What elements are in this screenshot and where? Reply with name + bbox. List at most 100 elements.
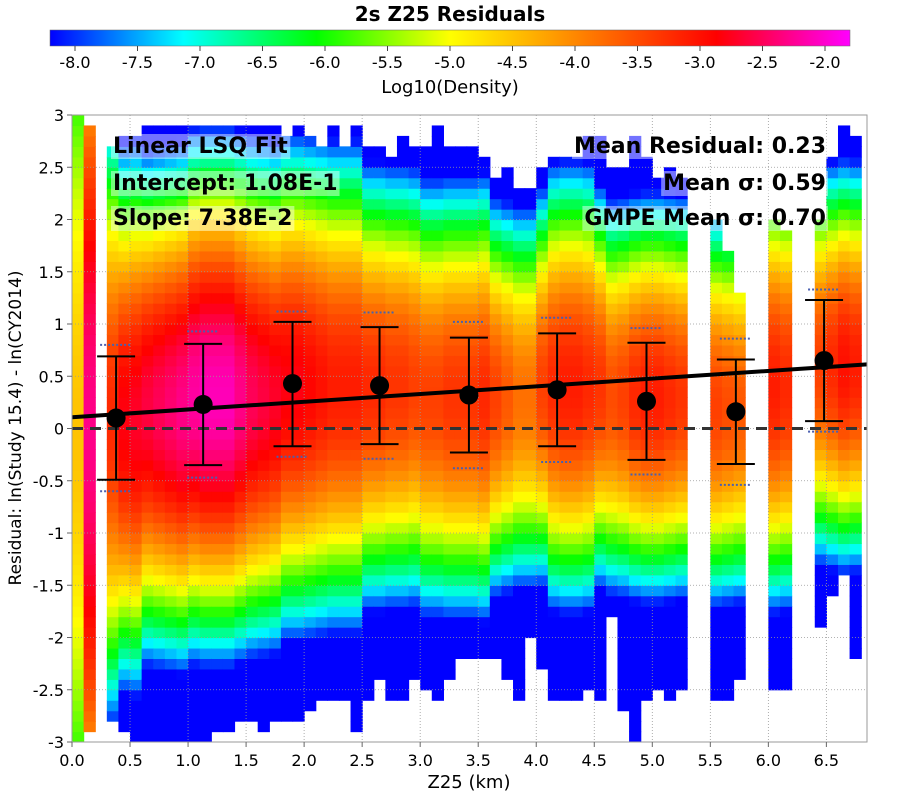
- heatmap-cell: [501, 647, 514, 659]
- heatmap-cell: [571, 459, 584, 471]
- heatmap-cell: [257, 135, 270, 147]
- heatmap-cell: [222, 167, 236, 179]
- heatmap-cell: [315, 533, 328, 545]
- heatmap-cell: [118, 470, 131, 482]
- heatmap-cell: [350, 627, 363, 639]
- heatmap-cell: [176, 480, 189, 492]
- heatmap-cell: [431, 585, 444, 597]
- heatmap-cell: [652, 209, 665, 221]
- heatmap-cell: [141, 177, 154, 189]
- heatmap-cell: [675, 637, 688, 649]
- heatmap-cell: [663, 543, 677, 555]
- heatmap-cell: [466, 177, 479, 189]
- heatmap-cell: [571, 386, 584, 398]
- heatmap-cell: [478, 219, 491, 231]
- heatmap-cell: [141, 334, 154, 346]
- heatmap-cell: [83, 135, 96, 147]
- heatmap-cell: [489, 344, 503, 356]
- heatmap-cell: [234, 679, 247, 691]
- heatmap-cell: [118, 376, 131, 388]
- heatmap-cell: [72, 470, 85, 482]
- heatmap-cell: [199, 209, 212, 221]
- heatmap-cell: [617, 553, 630, 565]
- heatmap-cell: [431, 418, 444, 430]
- heatmap-cell: [559, 470, 572, 482]
- heatmap-cell: [640, 689, 653, 701]
- heatmap-cell: [629, 219, 642, 231]
- heatmap-cell: [513, 365, 526, 377]
- heatmap-cell: [141, 240, 154, 252]
- heatmap-cell: [489, 334, 503, 346]
- heatmap-cell: [304, 418, 317, 430]
- heatmap-cell: [513, 658, 526, 670]
- heatmap-cell: [280, 438, 294, 450]
- heatmap-cell: [652, 543, 665, 555]
- heatmap-cell: [443, 229, 456, 241]
- heatmap-cell: [640, 303, 653, 315]
- heatmap-cell: [176, 668, 189, 680]
- heatmap-cell: [663, 595, 677, 607]
- heatmap-cell: [571, 271, 584, 283]
- heatmap-cell: [211, 449, 224, 461]
- heatmap-cell: [188, 428, 201, 440]
- heatmap-cell: [280, 167, 294, 179]
- heatmap-cell: [83, 209, 96, 221]
- heatmap-cell: [176, 167, 189, 179]
- heatmap-cell: [304, 637, 317, 649]
- heatmap-cell: [338, 491, 352, 503]
- heatmap-cell: [582, 292, 595, 304]
- heatmap-cell: [559, 679, 572, 691]
- heatmap-cell: [443, 303, 456, 315]
- heatmap-cell: [362, 344, 375, 356]
- heatmap-cell: [536, 449, 549, 461]
- heatmap-cell: [547, 438, 561, 450]
- y-tick-label: -3: [48, 733, 64, 752]
- heatmap-cell: [153, 470, 166, 482]
- heatmap-cell: [837, 135, 851, 147]
- heatmap-cell: [164, 543, 178, 555]
- heatmap-cell: [779, 564, 793, 576]
- heatmap-cell: [257, 543, 270, 555]
- heatmap-cell: [164, 710, 178, 722]
- heatmap-cell: [489, 574, 503, 586]
- heatmap-cell: [513, 271, 526, 283]
- heatmap-cell: [141, 219, 154, 231]
- heatmap-cell: [721, 491, 735, 503]
- heatmap-cell: [536, 627, 549, 639]
- heatmap-cell: [536, 397, 549, 409]
- heatmap-cell: [396, 689, 410, 701]
- heatmap-cell: [106, 282, 120, 294]
- heatmap-cell: [420, 543, 433, 555]
- heatmap-cell: [153, 376, 166, 388]
- heatmap-cell: [176, 533, 189, 545]
- heatmap-cell: [327, 282, 340, 294]
- heatmap-cell: [350, 365, 363, 377]
- heatmap-cell: [222, 512, 236, 524]
- heatmap-cell: [675, 344, 688, 356]
- heatmap-cell: [106, 397, 120, 409]
- heatmap-cell: [420, 418, 433, 430]
- heatmap-cell: [118, 292, 131, 304]
- heatmap-cell: [350, 177, 363, 189]
- heatmap-cell: [640, 240, 653, 252]
- heatmap-cell: [849, 219, 862, 231]
- heatmap-cell: [640, 491, 653, 503]
- heatmap-cell: [246, 344, 259, 356]
- heatmap-cell: [199, 376, 212, 388]
- heatmap-cell: [315, 250, 328, 262]
- heatmap-cell: [547, 637, 561, 649]
- heatmap-cell: [431, 125, 444, 137]
- heatmap-cell: [431, 355, 444, 367]
- heatmap-cell: [327, 438, 340, 450]
- heatmap-cell: [280, 250, 294, 262]
- heatmap-cell: [338, 313, 352, 325]
- heatmap-cell: [188, 512, 201, 524]
- heatmap-cell: [420, 240, 433, 252]
- heatmap-cell: [72, 679, 85, 691]
- heatmap-cell: [385, 334, 398, 346]
- heatmap-cell: [513, 397, 526, 409]
- heatmap-cell: [72, 522, 85, 534]
- heatmap-cell: [629, 700, 642, 712]
- heatmap-cell: [304, 470, 317, 482]
- heatmap-cell: [176, 135, 189, 147]
